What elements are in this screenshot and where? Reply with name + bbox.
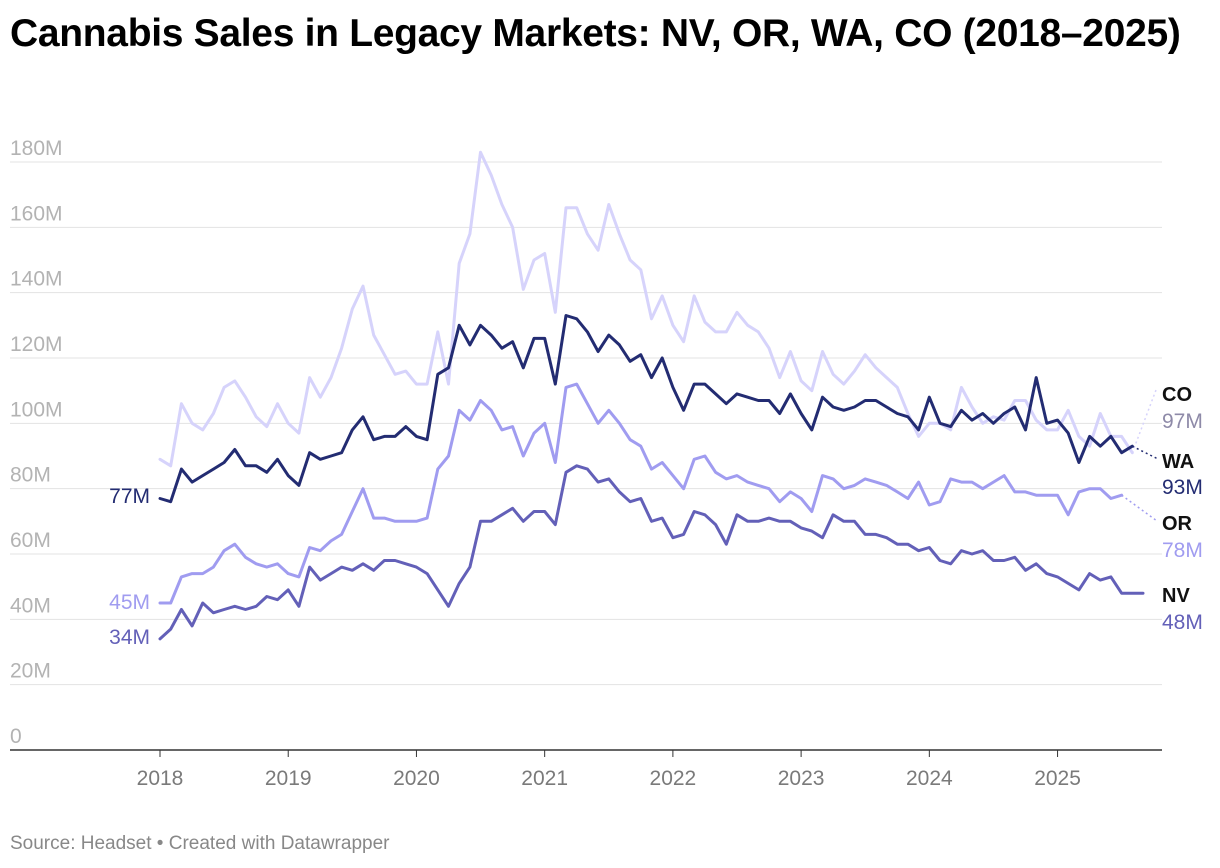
series-line-wa — [158, 314, 1134, 504]
x-tick-label: 2022 — [650, 767, 697, 790]
y-tick-label: 60M — [10, 529, 51, 552]
y-tick-label: 0 — [10, 725, 22, 748]
end-value-label-co: 97M — [1162, 410, 1203, 433]
series-line-co — [158, 150, 1134, 468]
y-tick-label: 100M — [10, 398, 63, 421]
y-tick-label: 20M — [10, 660, 51, 683]
chart-footer: Source: Headset • Created with Datawrapp… — [10, 833, 389, 855]
x-tick-label: 2021 — [521, 767, 568, 790]
x-tick-label: 2025 — [1034, 767, 1081, 790]
end-name-label-wa: WA — [1162, 451, 1194, 473]
end-name-label-or: OR — [1162, 513, 1193, 535]
series-line-nv — [158, 464, 1145, 641]
x-tick-label: 2018 — [137, 767, 184, 790]
x-tick-label: 2020 — [393, 767, 440, 790]
end-name-label-nv: NV — [1162, 585, 1190, 607]
x-tick-label: 2019 — [265, 767, 312, 790]
end-name-label-co: CO — [1162, 384, 1192, 406]
y-tick-label: 140M — [10, 268, 63, 291]
series-line-or — [158, 382, 1124, 605]
start-label-wa: 77M — [109, 485, 150, 508]
y-axis-ticks: 0 20M 40M 60M 80M 100M 120M 140M 160M 180M — [10, 137, 63, 748]
series-labels: 77M 45M 34M CO 97M WA 93M OR 78M NV 48M — [109, 384, 1203, 649]
end-value-label-or: 78M — [1162, 539, 1203, 562]
y-tick-label: 40M — [10, 594, 51, 617]
y-tick-label: 120M — [10, 333, 63, 356]
x-tick-label: 2023 — [778, 767, 825, 790]
chart-title: Cannabis Sales in Legacy Markets: NV, OR… — [10, 12, 1181, 55]
gridlines — [10, 161, 1162, 686]
credit-note: Created with Datawrapper — [168, 833, 390, 854]
x-axis: 2018 2019 2020 2021 2022 2023 2024 2025 — [10, 749, 1162, 790]
end-value-label-wa: 93M — [1162, 476, 1203, 499]
footer-separator: • — [151, 833, 169, 854]
series-lines — [158, 150, 1159, 641]
start-label-or: 45M — [109, 591, 150, 614]
start-label-nv: 34M — [109, 626, 150, 649]
source-note: Source: Headset — [10, 833, 152, 854]
x-tick-label: 2024 — [906, 767, 953, 790]
leader-line-co — [1131, 389, 1157, 453]
y-tick-label: 160M — [10, 202, 63, 225]
end-value-label-nv: 48M — [1162, 611, 1203, 634]
leader-line-wa — [1131, 445, 1159, 460]
y-tick-label: 180M — [10, 137, 63, 160]
leader-line-or — [1121, 494, 1158, 522]
y-tick-label: 80M — [10, 464, 51, 487]
